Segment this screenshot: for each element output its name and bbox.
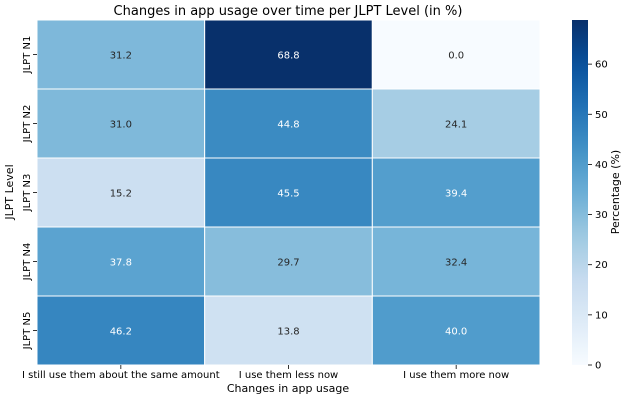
colorbar-ticks: 0 10 20 30 40 50 60 [588, 60, 608, 372]
cell-value-label: 45.5 [277, 189, 299, 200]
cell-value-label: 31.0 [110, 120, 132, 131]
colorbar-tick-label: 20 [595, 260, 608, 271]
colorbar-tick-label: 10 [595, 310, 608, 321]
cell-value-label: 15.2 [110, 189, 132, 200]
heatmap-cell [36, 19, 206, 90]
heatmap-cell [204, 157, 373, 228]
heatmap-cell [371, 226, 541, 297]
y-tick-label: JLPT N2 [22, 105, 33, 144]
colorbar-label: Percentage (%) [609, 150, 622, 234]
cell-value-label: 44.8 [277, 120, 299, 131]
colorbar-tick-label: 50 [595, 110, 608, 121]
heatmap-cell [371, 295, 541, 366]
x-tick-label: I still use them about the same amount [22, 370, 220, 381]
cell-value-label: 31.2 [110, 51, 132, 62]
x-tick-labels: I still use them about the same amount I … [22, 365, 509, 381]
cell-value-label: 68.8 [277, 51, 299, 62]
cell-value-label: 39.4 [445, 189, 467, 200]
y-axis-label: JLPT Level [3, 164, 16, 220]
x-tick-label: I use them less now [239, 370, 339, 381]
heatmap-cell [371, 19, 541, 90]
cell-value-label: 37.8 [110, 258, 132, 269]
heatmap-cell [204, 19, 373, 90]
heatmap-cell [371, 88, 541, 159]
y-tick-label: JLPT N1 [22, 36, 33, 75]
heatmap-cells: 31.2 68.8 0.0 31.0 44.8 24.1 15.2 45.5 39.4 37.8 2… [36, 19, 541, 366]
cell-value-label: 32.4 [445, 258, 467, 269]
y-tick-label: JLPT N5 [22, 312, 33, 351]
cell-value-label: 46.2 [110, 327, 132, 338]
heatmap-cell [36, 88, 206, 159]
cell-value-label: 24.1 [445, 120, 467, 131]
cell-value-label: 13.8 [277, 327, 299, 338]
cell-value-label: 0.0 [448, 51, 464, 62]
colorbar-tick-label: 40 [595, 160, 608, 171]
cell-value-label: 29.7 [277, 258, 299, 269]
y-tick-label: JLPT N4 [22, 243, 33, 282]
heatmap-cell [204, 295, 373, 366]
colorbar [572, 20, 588, 365]
cell-value-label: 40.0 [445, 327, 467, 338]
colorbar-tick-label: 60 [595, 60, 608, 71]
colorbar-tick-label: 0 [595, 361, 601, 372]
y-tick-labels: JLPT N1 JLPT N2 JLPT N3 JLPT N4 JLPT N5 [22, 36, 37, 351]
colorbar-tick-label: 30 [595, 210, 608, 221]
y-tick-label: JLPT N3 [22, 174, 33, 213]
x-axis-label: Changes in app usage [227, 382, 349, 395]
heatmap-cell [36, 295, 206, 366]
chart-title: Changes in app usage over time per JLPT … [114, 4, 463, 19]
heatmap-cell [204, 88, 373, 159]
heatmap-cell [36, 226, 206, 297]
x-tick-label: I use them more now [403, 370, 509, 381]
